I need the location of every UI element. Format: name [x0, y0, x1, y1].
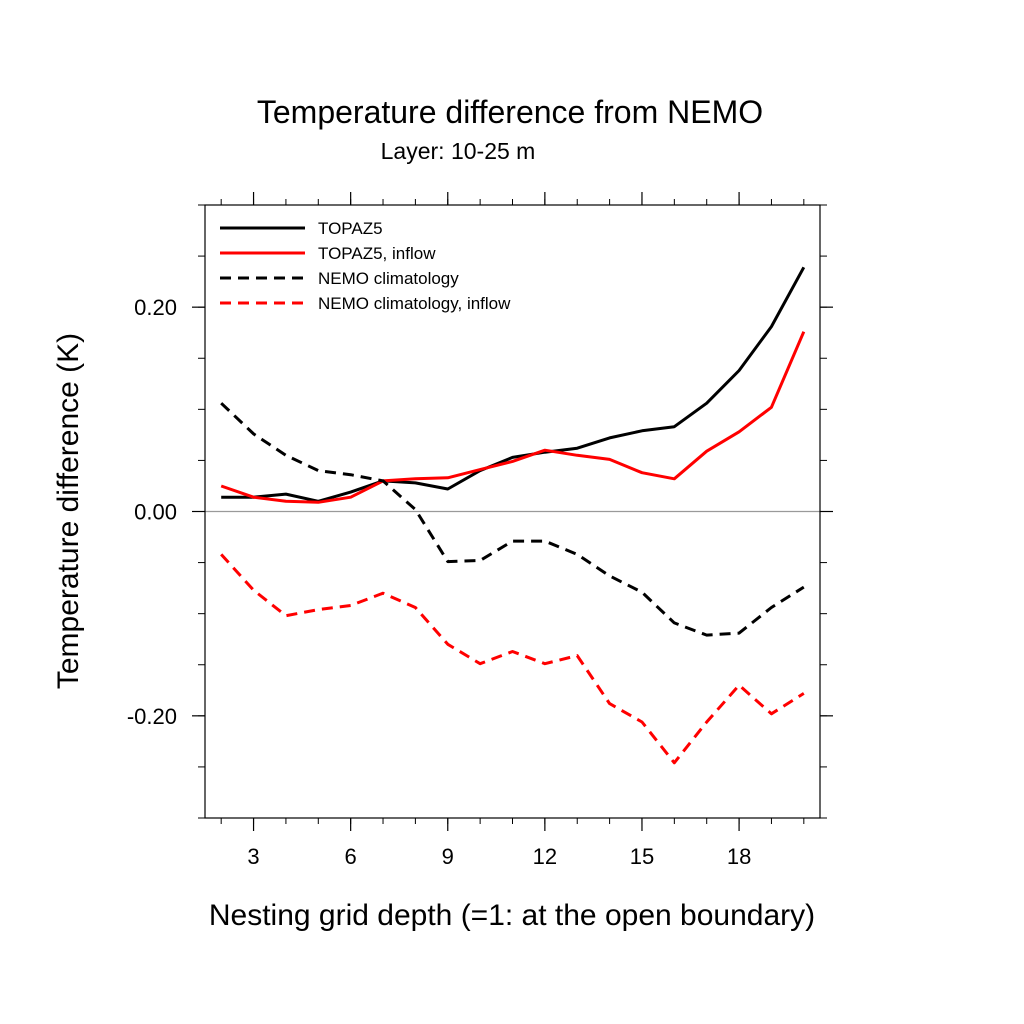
y-tick-label: 0.00	[134, 500, 177, 525]
legend: TOPAZ5 TOPAZ5, inflow NEMO climatology NEMO…	[220, 219, 511, 313]
legend-label: TOPAZ5	[318, 219, 383, 238]
plot-area: 3 6 9 12 15 18 -0.20 0.00 0.20	[127, 192, 833, 869]
x-tick-label: 15	[630, 844, 654, 869]
x-tick-label: 18	[727, 844, 751, 869]
x-tick-label: 9	[442, 844, 454, 869]
x-tick-label: 6	[345, 844, 357, 869]
legend-label: TOPAZ5, inflow	[318, 244, 436, 263]
x-tick-label: 3	[247, 844, 259, 869]
legend-label: NEMO climatology, inflow	[318, 294, 511, 313]
y-axis-label: Temperature difference (K)	[52, 333, 85, 689]
x-tick-label: 12	[533, 844, 557, 869]
series-line-nemo-climatology	[220, 402, 805, 637]
y-tick-label: -0.20	[127, 704, 177, 729]
series-line-topaz5-inflow	[220, 331, 806, 504]
series-line-nemo-climatology-inflow	[220, 553, 805, 765]
y-tick-label: 0.20	[134, 295, 177, 320]
chart-title: Temperature difference from NEMO	[257, 94, 763, 130]
chart-subtitle: Layer: 10-25 m	[381, 138, 536, 164]
legend-label: NEMO climatology	[318, 269, 459, 288]
x-axis-label: Nesting grid depth (=1: at the open boun…	[209, 899, 815, 932]
